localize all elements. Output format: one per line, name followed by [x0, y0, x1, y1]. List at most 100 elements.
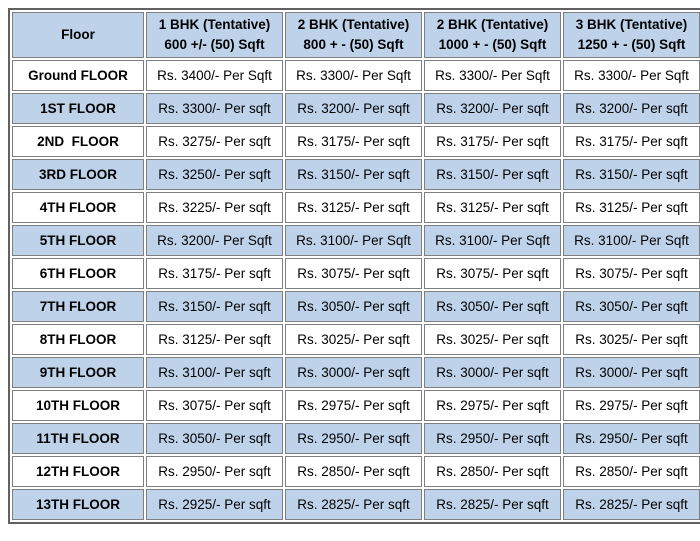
- floor-label: 9TH FLOOR: [12, 357, 144, 388]
- header-row: Floor 1 BHK (Tentative) 600 +/- (50) Sqf…: [12, 12, 700, 58]
- price-cell: Rs. 3225/- Per sqft: [146, 192, 283, 223]
- col-header-1bhk: 1 BHK (Tentative) 600 +/- (50) Sqft: [146, 12, 283, 58]
- price-cell: Rs. 3150/- Per sqft: [563, 159, 700, 190]
- price-cell: Rs. 2975/- Per sqft: [285, 390, 422, 421]
- price-cell: Rs. 2950/- Per sqft: [563, 423, 700, 454]
- price-cell: Rs. 3125/- Per sqft: [285, 192, 422, 223]
- col-header-2bhk-800-line1: 2 BHK (Tentative): [297, 17, 410, 32]
- price-cell: Rs. 2950/- Per sqft: [285, 423, 422, 454]
- floor-label: 5TH FLOOR: [12, 225, 144, 256]
- price-cell: Rs. 3175/- Per sqft: [146, 258, 283, 289]
- col-header-1bhk-line1: 1 BHK (Tentative): [158, 17, 271, 32]
- table-row: 5TH FLOOR Rs. 3200/- Per Sqft Rs. 3100/-…: [12, 225, 700, 256]
- floor-label: 10TH FLOOR: [12, 390, 144, 421]
- price-cell: Rs. 3150/- Per sqft: [146, 291, 283, 322]
- price-cell: Rs. 2825/- Per sqft: [285, 489, 422, 520]
- table-row: 1ST FLOOR Rs. 3300/- Per sqft Rs. 3200/-…: [12, 93, 700, 124]
- col-header-1bhk-line2: 600 +/- (50) Sqft: [164, 37, 265, 52]
- col-header-3bhk: 3 BHK (Tentative) 1250 + - (50) Sqft: [563, 12, 700, 58]
- col-header-2bhk-800-line2: 800 + - (50) Sqft: [303, 37, 404, 52]
- price-cell: Rs. 2850/- Per sqft: [285, 456, 422, 487]
- price-cell: Rs. 3050/- Per sqft: [285, 291, 422, 322]
- price-cell: Rs. 3300/- Per sqft: [146, 93, 283, 124]
- price-cell: Rs. 2975/- Per sqft: [563, 390, 700, 421]
- floor-label: 4TH FLOOR: [12, 192, 144, 223]
- price-cell: Rs. 3300/- Per Sqft: [424, 60, 561, 91]
- price-cell: Rs. 2950/- Per sqft: [424, 423, 561, 454]
- price-cell: Rs. 3150/- Per sqft: [285, 159, 422, 190]
- floor-label: 3RD FLOOR: [12, 159, 144, 190]
- price-cell: Rs. 3250/- Per sqft: [146, 159, 283, 190]
- price-cell: Rs. 3050/- Per sqft: [424, 291, 561, 322]
- floor-label: Ground FLOOR: [12, 60, 144, 91]
- col-header-floor: Floor: [12, 12, 144, 58]
- price-cell: Rs. 3100/- Per sqft: [146, 357, 283, 388]
- table-row: 2ND FLOOR Rs. 3275/- Per sqft Rs. 3175/-…: [12, 126, 700, 157]
- table-row: 12TH FLOOR Rs. 2950/- Per sqft Rs. 2850/…: [12, 456, 700, 487]
- price-cell: Rs. 3125/- Per sqft: [424, 192, 561, 223]
- table-row: 8TH FLOOR Rs. 3125/- Per sqft Rs. 3025/-…: [12, 324, 700, 355]
- table-row: 11TH FLOOR Rs. 3050/- Per sqft Rs. 2950/…: [12, 423, 700, 454]
- table-row: Ground FLOOR Rs. 3400/- Per Sqft Rs. 330…: [12, 60, 700, 91]
- col-header-floor-label: Floor: [61, 27, 95, 42]
- price-cell: Rs. 3200/- Per sqft: [285, 93, 422, 124]
- price-cell: Rs. 3050/- Per sqft: [563, 291, 700, 322]
- price-cell: Rs. 3025/- Per sqft: [424, 324, 561, 355]
- price-cell: Rs. 3275/- Per sqft: [146, 126, 283, 157]
- col-header-2bhk-1000-line2: 1000 + - (50) Sqft: [438, 37, 547, 52]
- col-header-2bhk-1000: 2 BHK (Tentative) 1000 + - (50) Sqft: [424, 12, 561, 58]
- price-cell: Rs. 2850/- Per sqft: [424, 456, 561, 487]
- price-cell: Rs. 3125/- Per sqft: [146, 324, 283, 355]
- price-cell: Rs. 3000/- Per sqft: [424, 357, 561, 388]
- price-cell: Rs. 3100/- Per Sqft: [424, 225, 561, 256]
- price-cell: Rs. 3075/- Per sqft: [424, 258, 561, 289]
- price-cell: Rs. 2975/- Per sqft: [424, 390, 561, 421]
- price-cell: Rs. 2825/- Per sqft: [424, 489, 561, 520]
- price-cell: Rs. 3100/- Per Sqft: [285, 225, 422, 256]
- table-row: 6TH FLOOR Rs. 3175/- Per sqft Rs. 3075/-…: [12, 258, 700, 289]
- price-cell: Rs. 3000/- Per sqft: [285, 357, 422, 388]
- price-cell: Rs. 3300/- Per Sqft: [563, 60, 700, 91]
- floor-label: 6TH FLOOR: [12, 258, 144, 289]
- floor-label: 8TH FLOOR: [12, 324, 144, 355]
- price-cell: Rs. 3200/- Per sqft: [424, 93, 561, 124]
- price-cell: Rs. 3025/- Per sqft: [563, 324, 700, 355]
- price-cell: Rs. 2850/- Per sqft: [563, 456, 700, 487]
- table-row: 3RD FLOOR Rs. 3250/- Per sqft Rs. 3150/-…: [12, 159, 700, 190]
- floor-label: 7TH FLOOR: [12, 291, 144, 322]
- price-cell: Rs. 3175/- Per sqft: [285, 126, 422, 157]
- price-cell: Rs. 3075/- Per sqft: [285, 258, 422, 289]
- col-header-2bhk-800: 2 BHK (Tentative) 800 + - (50) Sqft: [285, 12, 422, 58]
- floor-label: 1ST FLOOR: [12, 93, 144, 124]
- price-cell: Rs. 3200/- Per sqft: [563, 93, 700, 124]
- price-cell: Rs. 3075/- Per sqft: [146, 390, 283, 421]
- col-header-2bhk-1000-line1: 2 BHK (Tentative): [436, 17, 549, 32]
- floor-label: 13TH FLOOR: [12, 489, 144, 520]
- price-cell: Rs. 3150/- Per sqft: [424, 159, 561, 190]
- price-cell: Rs. 3100/- Per Sqft: [563, 225, 700, 256]
- col-header-3bhk-line2: 1250 + - (50) Sqft: [577, 37, 686, 52]
- price-cell: Rs. 3200/- Per Sqft: [146, 225, 283, 256]
- table-row: 13TH FLOOR Rs. 2925/- Per sqft Rs. 2825/…: [12, 489, 700, 520]
- table-row: 7TH FLOOR Rs. 3150/- Per sqft Rs. 3050/-…: [12, 291, 700, 322]
- price-cell: Rs. 3175/- Per sqft: [563, 126, 700, 157]
- price-cell: Rs. 3400/- Per Sqft: [146, 60, 283, 91]
- price-cell: Rs. 3000/- Per sqft: [563, 357, 700, 388]
- price-cell: Rs. 2950/- Per sqft: [146, 456, 283, 487]
- col-header-3bhk-line1: 3 BHK (Tentative): [575, 17, 688, 32]
- price-cell: Rs. 3075/- Per sqft: [563, 258, 700, 289]
- floor-label: 2ND FLOOR: [12, 126, 144, 157]
- floor-label: 11TH FLOOR: [12, 423, 144, 454]
- price-cell: Rs. 2825/- Per sqft: [563, 489, 700, 520]
- table-row: 4TH FLOOR Rs. 3225/- Per sqft Rs. 3125/-…: [12, 192, 700, 223]
- price-cell: Rs. 3300/- Per Sqft: [285, 60, 422, 91]
- price-cell: Rs. 3175/- Per sqft: [424, 126, 561, 157]
- price-cell: Rs. 2925/- Per sqft: [146, 489, 283, 520]
- table-row: 9TH FLOOR Rs. 3100/- Per sqft Rs. 3000/-…: [12, 357, 700, 388]
- price-cell: Rs. 3125/- Per sqft: [563, 192, 700, 223]
- floor-label: 12TH FLOOR: [12, 456, 144, 487]
- table-row: 10TH FLOOR Rs. 3075/- Per sqft Rs. 2975/…: [12, 390, 700, 421]
- price-table: Floor 1 BHK (Tentative) 600 +/- (50) Sqf…: [8, 8, 700, 524]
- price-cell: Rs. 3025/- Per sqft: [285, 324, 422, 355]
